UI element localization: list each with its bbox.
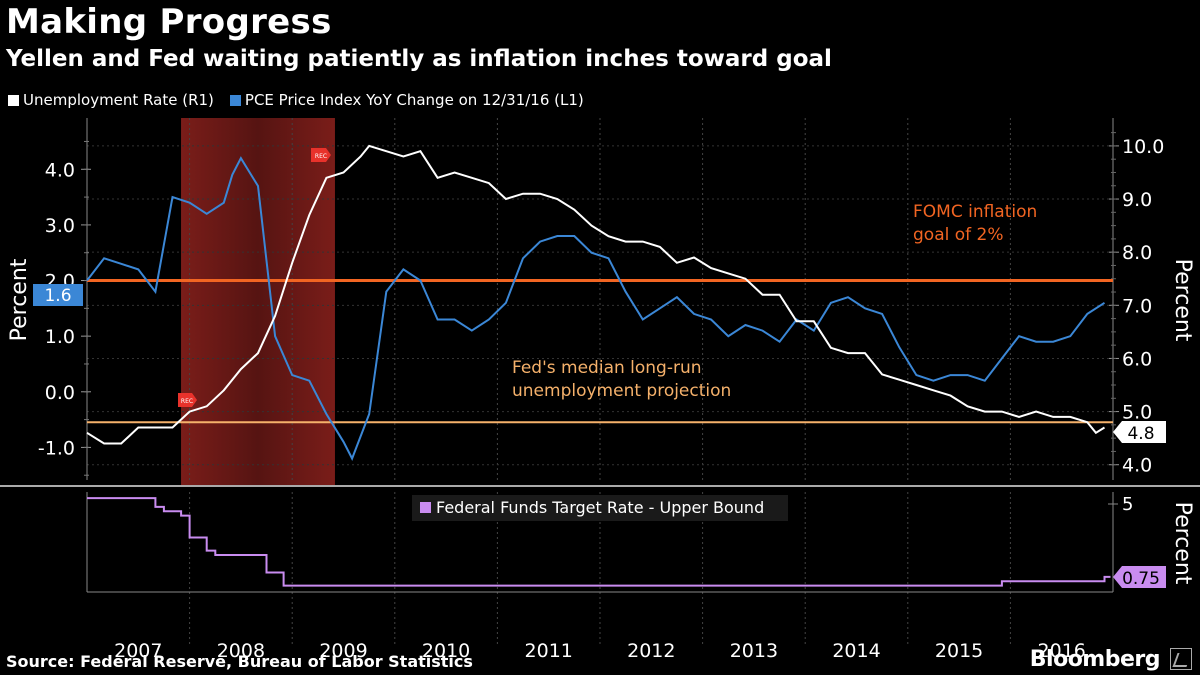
x-tick-label: 2009: [319, 640, 367, 662]
rec-label-end: REC: [315, 153, 327, 160]
bottom-right-axis-label: Percent: [1170, 502, 1195, 585]
x-axis-ticks: 2007 2008 2009 2010 2011 2012 2013 2014 2015 2016: [114, 640, 1086, 662]
right-tick-label: 6.0: [1122, 348, 1152, 370]
right-axis-ticks: 4.0 5.0 6.0 7.0 8.0 9.0 10.0: [1109, 132, 1164, 477]
recession-band: [181, 118, 335, 486]
unemp-annotation-line2: unemployment projection: [512, 381, 731, 401]
fedfunds-legend: Federal Funds Target Rate - Upper Bound: [412, 495, 788, 521]
unemp-annotation-line1: Fed's median long-run: [512, 358, 702, 378]
brand-logo: Bloomberg: [1029, 647, 1161, 672]
x-tick-label: 2015: [935, 640, 983, 662]
fomc-annotation-line1: FOMC inflation: [913, 202, 1037, 222]
rec-label-start: REC: [181, 398, 193, 405]
legend-label-unemployment: Unemployment Rate (R1): [23, 91, 214, 109]
legend: Unemployment Rate (R1) PCE Price Index Y…: [8, 91, 584, 109]
ff-last-value-tag: 0.75: [1113, 566, 1166, 589]
gridlines: [87, 118, 1113, 645]
rec-marker-end: REC: [311, 148, 331, 162]
pce-last-value-tag: 1.6: [33, 284, 83, 306]
pce-last-value: 1.6: [44, 286, 71, 306]
series-unemployment-line: [86, 144, 1106, 445]
chart-icon: [1170, 648, 1192, 670]
left-tick-label: 0.0: [45, 382, 75, 404]
right-tick-label: 9.0: [1122, 189, 1152, 211]
chart-title: Making Progress: [6, 2, 332, 42]
unemp-last-value-tag: 4.8: [1113, 421, 1166, 444]
left-tick-label: 1.0: [45, 326, 75, 348]
left-tick-label: 4.0: [45, 159, 75, 181]
x-tick-label: 2014: [832, 640, 880, 662]
legend-item-pce: PCE Price Index YoY Change on 12/31/16 (…: [229, 91, 584, 109]
legend-swatch-pce: [229, 94, 241, 106]
legend-label-fedfunds: Federal Funds Target Rate - Upper Bound: [436, 498, 764, 517]
x-tick-label: 2007: [114, 640, 162, 662]
x-tick-label: 2010: [422, 640, 470, 662]
ff-last-value: 0.75: [1122, 569, 1160, 589]
right-tick-label: 5.0: [1122, 402, 1152, 424]
left-tick-label: -1.0: [38, 437, 75, 459]
ff-axis-tick-label: 5: [1122, 494, 1133, 515]
rec-marker-start: REC: [178, 393, 197, 407]
unemp-last-value: 4.8: [1127, 424, 1154, 444]
x-tick-label: 2012: [627, 640, 675, 662]
x-tick-label: 2008: [217, 640, 265, 662]
fomc-annotation-line2: goal of 2%: [913, 225, 1004, 245]
series-fedfunds-line: [87, 497, 1111, 587]
x-tick-label: 2011: [525, 640, 573, 662]
chart-subtitle: Yellen and Fed waiting patiently as infl…: [6, 46, 832, 72]
left-axis-ticks: -1.00.01.02.03.04.0: [38, 140, 91, 476]
series-pce-line: [86, 156, 1106, 461]
left-tick-label: 3.0: [45, 215, 75, 237]
legend-item-unemployment: Unemployment Rate (R1): [8, 91, 214, 109]
x-tick-label: 2013: [730, 640, 778, 662]
right-axis-label: Percent: [1170, 259, 1195, 342]
legend-label-pce: PCE Price Index YoY Change on 12/31/16 (…: [244, 91, 584, 109]
left-axis-label: Percent: [7, 258, 32, 341]
legend-swatch-fedfunds: [420, 502, 431, 513]
source-note: Source: Federal Reserve, Bureau of Labor…: [6, 652, 473, 671]
x-tick-label: 2016: [1038, 640, 1086, 662]
right-tick-label: 8.0: [1122, 242, 1152, 264]
right-tick-label: 7.0: [1122, 295, 1152, 317]
right-tick-label: 10.0: [1122, 136, 1164, 158]
legend-swatch-unemployment: [8, 94, 19, 106]
right-tick-label: 4.0: [1122, 455, 1152, 477]
